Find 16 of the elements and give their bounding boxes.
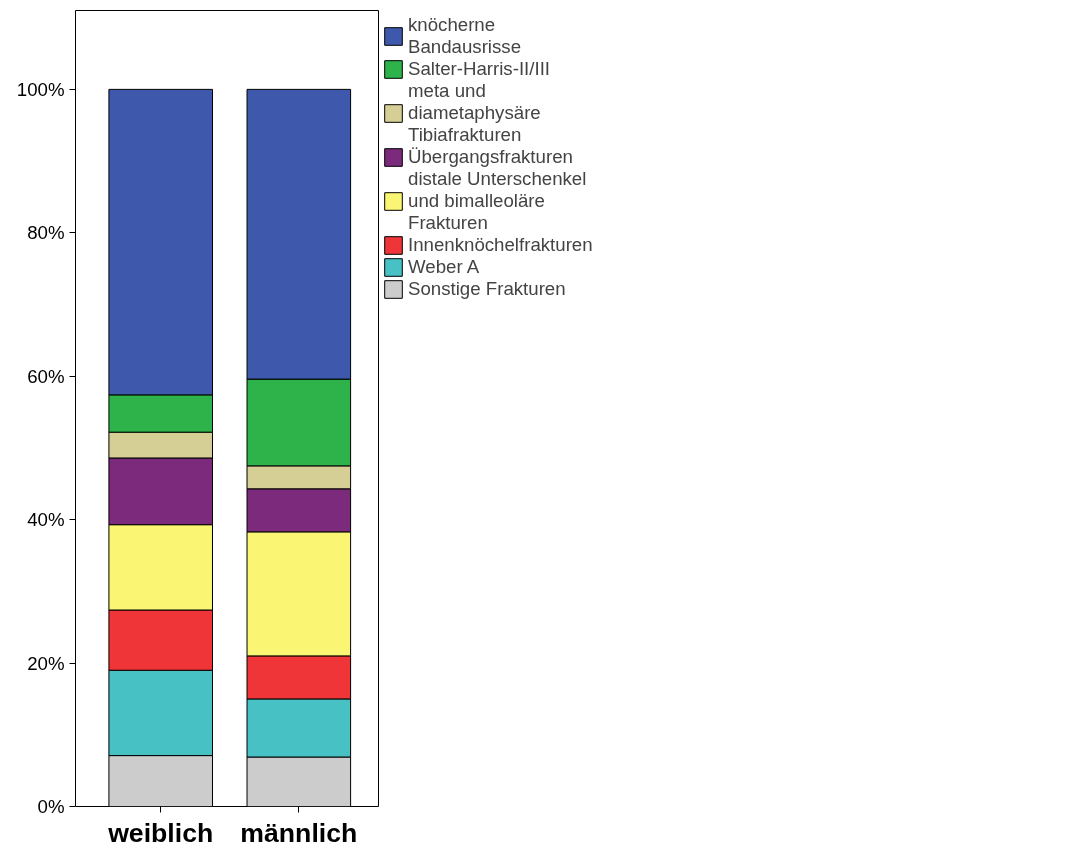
y-tick-label: 20% [27, 652, 65, 674]
y-tick-label: 80% [27, 222, 65, 244]
legend-label: Übergangsfrakturen [408, 146, 573, 168]
legend-label: distale Unterschenkel und bimalleoläre Frakturen [408, 168, 587, 234]
legend-label: Weber A [408, 256, 480, 278]
legend-label: Salter-Harris-II/III [408, 58, 551, 80]
legend-label: Sonstige Frakturen [408, 278, 566, 300]
y-tick-label: 40% [27, 509, 65, 531]
y-tick-label: 100% [16, 78, 65, 100]
y-tick-label: 60% [27, 365, 65, 387]
x-tick-label: weiblich [107, 817, 214, 848]
legend-label: meta und diametaphysäre Tibiafrakturen [408, 80, 541, 146]
y-tick-label: 0% [37, 796, 65, 817]
x-tick-label: männlich [240, 817, 358, 848]
legend-label: knöcherne Bandausrisse [408, 14, 522, 58]
legend-label: Innenknöchelfrakturen [408, 234, 593, 256]
